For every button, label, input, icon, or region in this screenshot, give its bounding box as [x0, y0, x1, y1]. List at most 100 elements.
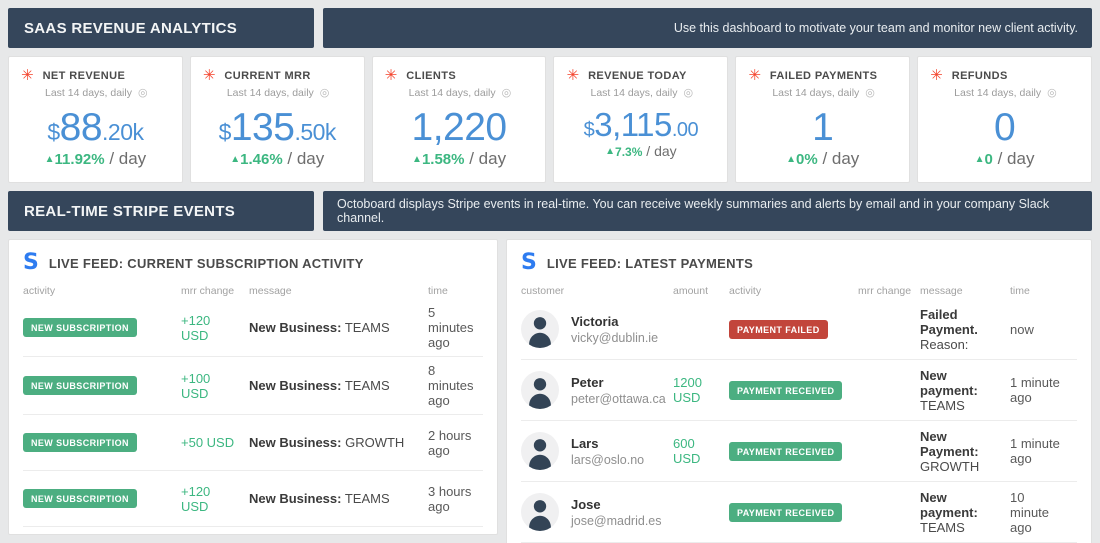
- status-badge: NEW SUBSCRIPTION: [23, 489, 137, 508]
- mrr-change: +120 USD: [181, 312, 211, 343]
- stripe-events-description: Octoboard displays Stripe events in real…: [337, 197, 1050, 225]
- stripe-events-description-bar: Octoboard displays Stripe events in real…: [323, 191, 1092, 231]
- dashboard-title-bar: SAAS REVENUE ANALYTICS: [8, 8, 314, 48]
- status-badge: NEW SUBSCRIPTION: [23, 318, 137, 337]
- payment-row: Peter peter@ottawa.ca 1200 USD PAYMENT R…: [521, 360, 1077, 421]
- kpi-title: FAILED PAYMENTS: [769, 69, 878, 82]
- customer-name: Lars: [571, 435, 599, 451]
- payment-row: Jose jose@madrid.es PAYMENT RECEIVED New…: [521, 482, 1077, 543]
- kpi-card-current-mrr[interactable]: ✳ CURRENT MRR Last 14 days, daily ◎ $135…: [189, 56, 365, 183]
- message: New payment: TEAMS: [920, 367, 978, 413]
- time: 5 minutes ago: [428, 305, 474, 350]
- kpi-title: NET REVENUE: [42, 69, 126, 82]
- latest-payments-panel: S LIVE FEED: LATEST PAYMENTS customer am…: [506, 239, 1092, 543]
- mrr-change: +100 USD: [181, 370, 211, 401]
- widget-target-icon[interactable]: ◎: [683, 87, 694, 99]
- time: 10 minute ago: [1010, 489, 1050, 535]
- kpi-change: ▲7.3% / day: [605, 143, 677, 159]
- amount: 600 USD: [673, 436, 701, 466]
- kpi-title: REFUNDS: [951, 69, 1008, 82]
- widget-target-icon[interactable]: ◎: [865, 87, 875, 99]
- kpi-card-revenue-today[interactable]: ✳ REVENUE TODAY Last 14 days, daily ◎ $3…: [553, 56, 729, 183]
- mrr-change: +50 USD: [181, 435, 235, 450]
- message: New Business: TEAMS: [249, 491, 390, 506]
- subscription-row: NEW SUBSCRIPTION +100 USD New Business: …: [23, 357, 483, 415]
- kpi-change: ▲0% / day: [786, 149, 860, 168]
- user-avatar-icon: [521, 493, 559, 531]
- status-badge: PAYMENT RECEIVED: [729, 502, 843, 522]
- subscription-activity-panel: S LIVE FEED: CURRENT SUBSCRIPTION ACTIVI…: [8, 239, 498, 535]
- kpi-period: Last 14 days, daily: [954, 86, 1042, 99]
- message: New payment: TEAMS: [920, 489, 978, 535]
- kpi-card-clients[interactable]: ✳ CLIENTS Last 14 days, daily ◎ 1,220 ▲1…: [371, 56, 547, 183]
- kpi-row: ✳ NET REVENUE Last 14 days, daily ◎ $88.…: [8, 56, 1092, 183]
- status-badge: PAYMENT RECEIVED: [729, 441, 843, 461]
- kpi-period: Last 14 days, daily: [45, 86, 132, 99]
- kpi-period: Last 14 days, daily: [590, 86, 678, 99]
- customer: Jose jose@madrid.es: [521, 487, 673, 537]
- up-triangle-icon: ▲: [412, 154, 422, 165]
- time: 3 hours ago: [428, 483, 472, 514]
- kpi-card-refunds[interactable]: ✳ REFUNDS Last 14 days, daily ◎ 0 ▲0 / d…: [917, 56, 1092, 183]
- kpi-change: ▲11.92% / day: [44, 149, 147, 168]
- time: now: [1010, 321, 1034, 337]
- panel-title: LIVE FEED: LATEST PAYMENTS: [546, 255, 754, 271]
- kpi-card-failed-payments[interactable]: ✳ FAILED PAYMENTS Last 14 days, daily ◎ …: [735, 56, 911, 183]
- status-badge: NEW SUBSCRIPTION: [23, 376, 137, 395]
- mrr-change: [858, 506, 920, 518]
- amount: 1200 USD: [673, 375, 702, 405]
- kpi-period: Last 14 days, daily: [226, 86, 314, 99]
- time: 1 minute ago: [1010, 375, 1060, 405]
- subscription-row: NEW SUBSCRIPTION +120 USD New Business: …: [23, 299, 483, 357]
- kpi-card-net-revenue[interactable]: ✳ NET REVENUE Last 14 days, daily ◎ $88.…: [8, 56, 183, 183]
- customer-email: jose@madrid.es: [571, 513, 662, 528]
- kpi-value: $88.20k: [47, 106, 144, 149]
- table-header: customer amount activity mrr change mess…: [521, 285, 1030, 297]
- kpi-period: Last 14 days, daily: [408, 86, 496, 99]
- kpi-title: REVENUE TODAY: [588, 69, 687, 82]
- mrr-change: +120 USD: [181, 483, 211, 514]
- metric-asterisk-icon: ✳: [930, 67, 943, 84]
- customer-email: lars@oslo.no: [571, 452, 645, 467]
- metric-asterisk-icon: ✳: [748, 67, 761, 84]
- stripe-events-title: REAL-TIME STRIPE EVENTS: [24, 202, 236, 220]
- stripe-logo-icon: S: [521, 250, 537, 275]
- kpi-value: 1,220: [411, 106, 508, 149]
- feeds-row: S LIVE FEED: CURRENT SUBSCRIPTION ACTIVI…: [8, 239, 1092, 543]
- widget-target-icon[interactable]: ◎: [1047, 87, 1057, 99]
- dashboard-title: SAAS REVENUE ANALYTICS: [24, 19, 238, 37]
- up-triangle-icon: ▲: [44, 154, 55, 165]
- metric-asterisk-icon: ✳: [566, 67, 580, 84]
- status-badge: PAYMENT RECEIVED: [729, 380, 843, 400]
- widget-target-icon[interactable]: ◎: [137, 87, 148, 99]
- dashboard-description-bar: Use this dashboard to motivate your team…: [323, 8, 1092, 48]
- panel-title: LIVE FEED: CURRENT SUBSCRIPTION ACTIVITY: [48, 255, 364, 271]
- customer-name: Peter: [571, 374, 604, 390]
- up-triangle-icon: ▲: [786, 154, 797, 165]
- stripe-logo-icon: S: [23, 250, 39, 275]
- amount: [673, 506, 729, 518]
- customer: Peter peter@ottawa.ca: [521, 365, 673, 415]
- user-avatar-icon: [521, 432, 559, 470]
- table-header: activity mrr change message time: [23, 285, 448, 297]
- stripe-events-title-bar: REAL-TIME STRIPE EVENTS: [8, 191, 314, 231]
- subscription-row: NEW SUBSCRIPTION +50 USD New Business: G…: [23, 415, 483, 471]
- widget-target-icon[interactable]: ◎: [501, 87, 512, 99]
- kpi-period: Last 14 days, daily: [772, 86, 860, 99]
- customer-name: Victoria: [571, 313, 619, 329]
- up-triangle-icon: ▲: [974, 154, 985, 165]
- kpi-change: ▲1.46% / day: [230, 149, 325, 168]
- metric-asterisk-icon: ✳: [21, 67, 34, 84]
- kpi-value: 1: [812, 106, 834, 149]
- payment-row: Victoria vicky@dublin.ie PAYMENT FAILED …: [521, 299, 1077, 360]
- kpi-value: $3,115.00: [583, 106, 699, 143]
- time: 8 minutes ago: [428, 363, 474, 408]
- widget-target-icon[interactable]: ◎: [319, 87, 330, 99]
- subscription-row: NEW SUBSCRIPTION +120 USD New Business: …: [23, 471, 483, 527]
- message: New Business: TEAMS: [249, 378, 390, 393]
- user-avatar-icon: [521, 310, 559, 348]
- customer-email: peter@ottawa.ca: [571, 391, 666, 406]
- up-triangle-icon: ▲: [230, 154, 241, 165]
- kpi-title: CURRENT MRR: [224, 69, 311, 82]
